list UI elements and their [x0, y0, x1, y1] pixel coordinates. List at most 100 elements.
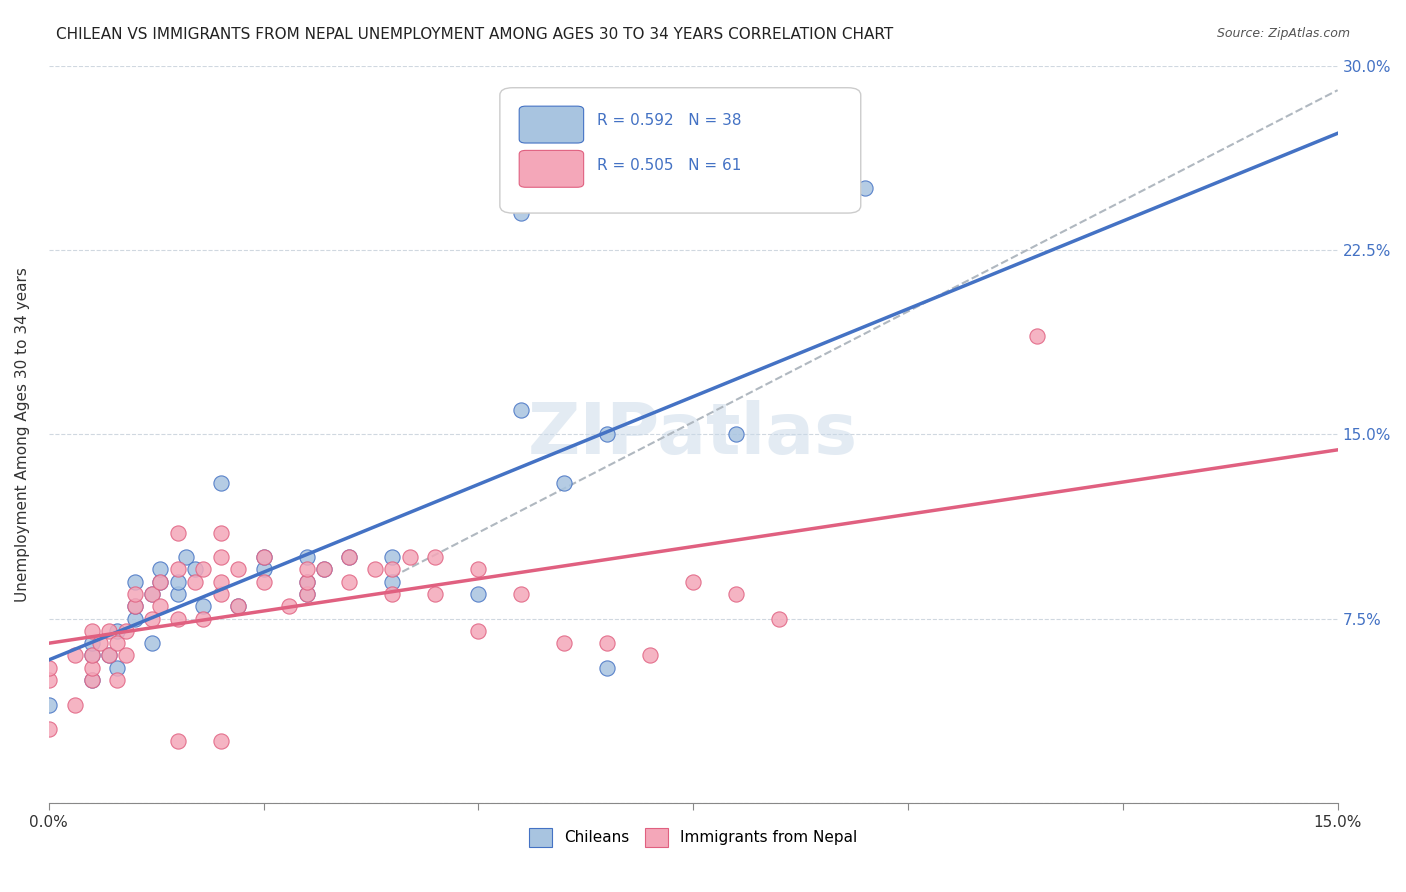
Point [510, 587, 533, 601]
Text: R = 0.505   N = 61: R = 0.505 N = 61 [596, 158, 741, 173]
Point [596, 427, 619, 442]
Text: ZIPatlas: ZIPatlas [529, 400, 858, 469]
Point [80, 673, 103, 687]
Legend: Chileans, Immigrants from Nepal: Chileans, Immigrants from Nepal [522, 821, 865, 855]
Point [166, 525, 188, 540]
Point [596, 636, 619, 650]
Point [425, 550, 447, 565]
Point [510, 402, 533, 417]
Point [89, 636, 111, 650]
Point [553, 636, 575, 650]
Point [425, 587, 447, 601]
Point [312, 562, 335, 576]
Point [339, 550, 361, 565]
Point [97, 648, 120, 663]
Point [295, 574, 318, 589]
Point [381, 550, 404, 565]
Text: Source: ZipAtlas.com: Source: ZipAtlas.com [1216, 27, 1350, 40]
Point [124, 574, 146, 589]
Point [295, 587, 318, 601]
Point [1025, 329, 1047, 343]
Point [467, 587, 489, 601]
Point [467, 624, 489, 638]
Point [166, 574, 188, 589]
Point [193, 611, 215, 625]
Point [226, 599, 249, 614]
FancyBboxPatch shape [501, 87, 860, 213]
Point [467, 562, 489, 576]
Point [295, 574, 318, 589]
Point [38, 698, 60, 712]
Point [141, 611, 163, 625]
Point [193, 599, 215, 614]
Point [97, 624, 120, 638]
Point [339, 550, 361, 565]
Point [252, 562, 274, 576]
Point [166, 611, 188, 625]
Point [209, 476, 232, 491]
FancyBboxPatch shape [519, 151, 583, 187]
Point [725, 427, 748, 442]
Point [149, 599, 172, 614]
Point [141, 636, 163, 650]
Point [853, 181, 876, 195]
Point [295, 550, 318, 565]
Point [209, 525, 232, 540]
Point [339, 574, 361, 589]
Point [124, 599, 146, 614]
Point [38, 661, 60, 675]
Point [38, 673, 60, 687]
Point [149, 562, 172, 576]
Point [725, 587, 748, 601]
Point [381, 587, 404, 601]
Point [184, 574, 207, 589]
Point [80, 673, 103, 687]
Point [209, 734, 232, 748]
Point [682, 574, 704, 589]
Point [124, 599, 146, 614]
Point [141, 587, 163, 601]
Point [63, 648, 86, 663]
Point [115, 624, 138, 638]
Point [124, 611, 146, 625]
Text: R = 0.592   N = 38: R = 0.592 N = 38 [596, 113, 741, 128]
Point [209, 574, 232, 589]
Point [107, 661, 129, 675]
Point [166, 734, 188, 748]
Point [596, 661, 619, 675]
Point [149, 574, 172, 589]
Y-axis label: Unemployment Among Ages 30 to 34 years: Unemployment Among Ages 30 to 34 years [15, 267, 30, 602]
Point [63, 698, 86, 712]
Point [80, 648, 103, 663]
Point [381, 562, 404, 576]
Point [107, 624, 129, 638]
Point [193, 562, 215, 576]
Point [38, 722, 60, 736]
Point [312, 562, 335, 576]
Point [295, 562, 318, 576]
Point [252, 550, 274, 565]
Point [80, 661, 103, 675]
Point [398, 550, 420, 565]
Point [252, 574, 274, 589]
Point [149, 574, 172, 589]
Point [209, 550, 232, 565]
Point [226, 562, 249, 576]
Point [295, 587, 318, 601]
Point [252, 550, 274, 565]
Point [80, 624, 103, 638]
Point [80, 636, 103, 650]
Point [141, 587, 163, 601]
FancyBboxPatch shape [519, 106, 583, 143]
Point [166, 587, 188, 601]
Point [184, 562, 207, 576]
Text: CHILEAN VS IMMIGRANTS FROM NEPAL UNEMPLOYMENT AMONG AGES 30 TO 34 YEARS CORRELAT: CHILEAN VS IMMIGRANTS FROM NEPAL UNEMPLO… [56, 27, 893, 42]
Point [364, 562, 387, 576]
Point [553, 476, 575, 491]
Point [107, 636, 129, 650]
Point [226, 599, 249, 614]
Point [115, 648, 138, 663]
Point [80, 648, 103, 663]
Point [174, 550, 197, 565]
Point [97, 648, 120, 663]
